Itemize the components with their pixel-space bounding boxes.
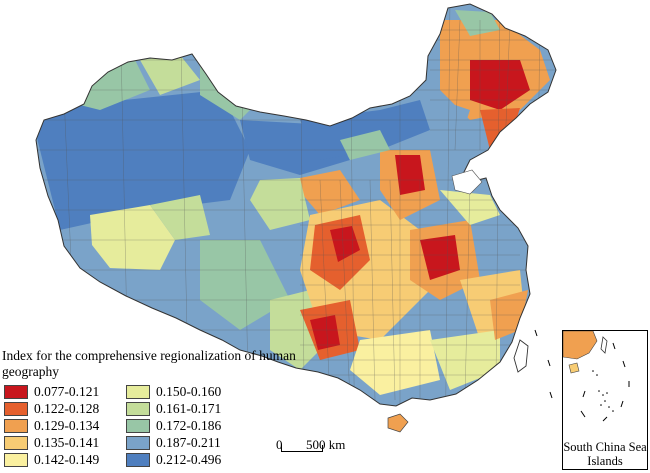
- legend-swatch: [126, 452, 150, 467]
- legend-label: 0.135-0.141: [34, 434, 100, 450]
- legend-swatch: [4, 452, 28, 467]
- legend: 0.077-0.121 0.150-0.160 0.122-0.128 0.16…: [4, 384, 248, 467]
- legend-swatch: [126, 401, 150, 416]
- legend-item: 0.212-0.496: [126, 452, 248, 467]
- inset-map: [563, 331, 630, 422]
- taiwan-outline: [513, 339, 529, 373]
- legend-swatch: [126, 435, 150, 450]
- inset-label: South China Sea Islands: [563, 440, 647, 468]
- legend-item: 0.187-0.211: [126, 435, 248, 450]
- legend-item: 0.077-0.121: [4, 384, 126, 399]
- legend-swatch: [4, 418, 28, 433]
- legend-item: 0.135-0.141: [4, 435, 126, 450]
- bohai-sea: [451, 169, 483, 195]
- china-outline: [35, 3, 557, 407]
- legend-label: 0.212-0.496: [156, 451, 222, 467]
- legend-swatch: [126, 384, 150, 399]
- legend-item: 0.161-0.171: [126, 401, 248, 416]
- legend-label: 0.161-0.171: [156, 400, 222, 416]
- legend-item: 0.122-0.128: [4, 401, 126, 416]
- legend-item: 0.150-0.160: [126, 384, 248, 399]
- legend-label: 0.150-0.160: [156, 383, 222, 399]
- legend-title: Index for the comprehensive regionalizat…: [2, 348, 296, 379]
- legend-swatch: [4, 401, 28, 416]
- scale-bar: 0 500 km: [276, 437, 396, 467]
- legend-label: 0.142-0.149: [34, 451, 100, 467]
- legend-swatch: [4, 384, 28, 399]
- legend-swatch: [4, 435, 28, 450]
- legend-item: 0.142-0.149: [4, 452, 126, 467]
- legend-label: 0.122-0.128: [34, 400, 100, 416]
- legend-label: 0.129-0.134: [34, 417, 100, 433]
- legend-item: 0.172-0.186: [126, 418, 248, 433]
- legend-item: 0.129-0.134: [4, 418, 126, 433]
- south-china-sea-inset: South China Sea Islands: [562, 330, 648, 470]
- sea-boundary-dashes: [534, 329, 553, 399]
- scale-zero-label: 0: [276, 437, 283, 452]
- legend-label: 0.077-0.121: [34, 383, 100, 399]
- scale-bar-line: [281, 445, 323, 452]
- hainan-island: [387, 413, 409, 433]
- scale-distance-label: 500 km: [306, 437, 346, 452]
- legend-swatch: [126, 418, 150, 433]
- legend-label: 0.172-0.186: [156, 417, 222, 433]
- legend-label: 0.187-0.211: [156, 434, 221, 450]
